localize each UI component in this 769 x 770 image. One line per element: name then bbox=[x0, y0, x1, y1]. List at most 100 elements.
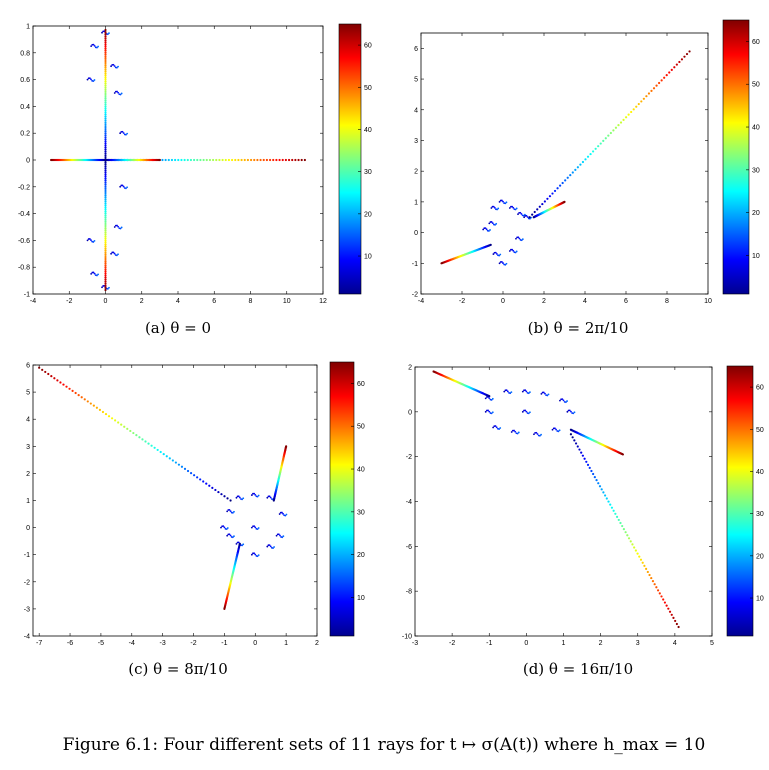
data-point bbox=[222, 525, 225, 528]
data-point bbox=[269, 496, 272, 499]
ray-point bbox=[104, 173, 107, 176]
data-point bbox=[505, 389, 508, 392]
ray-point bbox=[284, 158, 287, 162]
data-point bbox=[96, 46, 98, 49]
ray-point bbox=[256, 158, 259, 162]
ray-point bbox=[646, 570, 649, 574]
ray-point bbox=[678, 60, 681, 64]
ray-point bbox=[104, 47, 107, 50]
data-point bbox=[520, 239, 523, 242]
ray-point bbox=[670, 613, 673, 616]
x-tick-label: 0 bbox=[104, 298, 108, 305]
data-point bbox=[278, 513, 281, 515]
data-point bbox=[272, 547, 274, 550]
data-point bbox=[110, 252, 112, 255]
plot-frame bbox=[420, 32, 709, 295]
ray-point bbox=[221, 158, 224, 162]
data-point bbox=[495, 222, 498, 225]
data-point bbox=[489, 229, 491, 231]
ray-point bbox=[104, 220, 107, 223]
ray-point bbox=[218, 158, 221, 162]
data-point bbox=[273, 546, 276, 548]
ray-point bbox=[104, 272, 107, 275]
ray-point bbox=[104, 165, 107, 168]
data-point bbox=[540, 393, 543, 395]
ray-point bbox=[300, 158, 303, 162]
colorbar-tick-label: 30 bbox=[756, 511, 764, 518]
ray-point bbox=[104, 229, 107, 232]
x-tick-label: 6 bbox=[624, 298, 628, 305]
ray-point bbox=[607, 500, 610, 503]
ray-point bbox=[538, 205, 541, 208]
ray-point bbox=[563, 200, 566, 203]
ray-point bbox=[104, 57, 107, 61]
data-point bbox=[282, 535, 285, 538]
data-point bbox=[254, 553, 257, 556]
ray-point bbox=[104, 169, 107, 172]
ray-point bbox=[272, 158, 275, 162]
data-point bbox=[524, 409, 527, 412]
data-point bbox=[490, 207, 493, 209]
x-tick-label: -2 bbox=[190, 640, 196, 647]
ray-point bbox=[573, 439, 576, 442]
ray-point bbox=[586, 463, 590, 466]
ray-point bbox=[104, 109, 107, 112]
ray-point bbox=[672, 616, 675, 619]
ray-point bbox=[614, 126, 618, 129]
ray-point bbox=[104, 117, 107, 120]
ray-point bbox=[104, 70, 107, 73]
ray-point bbox=[605, 497, 608, 500]
ray-point bbox=[104, 37, 107, 40]
ray-point bbox=[104, 253, 107, 257]
data-point bbox=[117, 253, 119, 256]
x-tick-label: -7 bbox=[36, 640, 42, 647]
ray-point bbox=[230, 158, 234, 162]
data-point bbox=[229, 534, 232, 537]
data-point bbox=[268, 544, 271, 546]
colorbar-tick-label: 30 bbox=[364, 169, 372, 176]
ray-point bbox=[80, 396, 83, 399]
ray-point bbox=[287, 158, 291, 162]
ray-point bbox=[607, 134, 610, 137]
ray-point bbox=[104, 35, 107, 38]
data-point bbox=[558, 429, 561, 432]
data-point bbox=[561, 398, 564, 401]
data-point bbox=[497, 207, 500, 210]
ray-point bbox=[104, 59, 107, 63]
ray-point bbox=[104, 30, 107, 34]
data-point bbox=[117, 225, 120, 228]
ray-point bbox=[104, 115, 107, 118]
panel-caption: (b) θ = 2π/10 bbox=[528, 319, 629, 337]
ray-point bbox=[126, 427, 129, 430]
data-point bbox=[250, 494, 253, 496]
ray-point bbox=[609, 503, 612, 506]
data-point bbox=[93, 272, 96, 275]
data-point bbox=[484, 397, 487, 400]
ray-point bbox=[183, 467, 187, 470]
x-tick-label: 5 bbox=[710, 640, 714, 647]
ray-point bbox=[564, 179, 567, 182]
ray-point bbox=[104, 90, 107, 94]
data-point bbox=[275, 534, 278, 537]
ray-point bbox=[104, 111, 107, 114]
ray-point bbox=[104, 41, 107, 44]
ray-point bbox=[98, 408, 102, 411]
ray-point bbox=[635, 105, 638, 108]
y-tick-label: 2 bbox=[408, 365, 412, 372]
data-point bbox=[266, 545, 269, 548]
data-point bbox=[266, 496, 269, 499]
x-tick-label: 8 bbox=[665, 298, 669, 305]
ray-point bbox=[104, 144, 107, 147]
ray-point bbox=[193, 474, 196, 477]
data-point bbox=[93, 239, 96, 242]
ray-point bbox=[104, 99, 107, 102]
ray-point bbox=[674, 619, 677, 623]
ray-point bbox=[291, 158, 294, 162]
ray-point bbox=[104, 210, 107, 213]
x-tick-label: 10 bbox=[704, 298, 712, 305]
data-point bbox=[119, 132, 122, 135]
ray-point bbox=[104, 107, 107, 110]
ray-point bbox=[223, 495, 226, 498]
ray-point bbox=[159, 450, 162, 454]
y-tick-label: 1 bbox=[26, 24, 30, 31]
